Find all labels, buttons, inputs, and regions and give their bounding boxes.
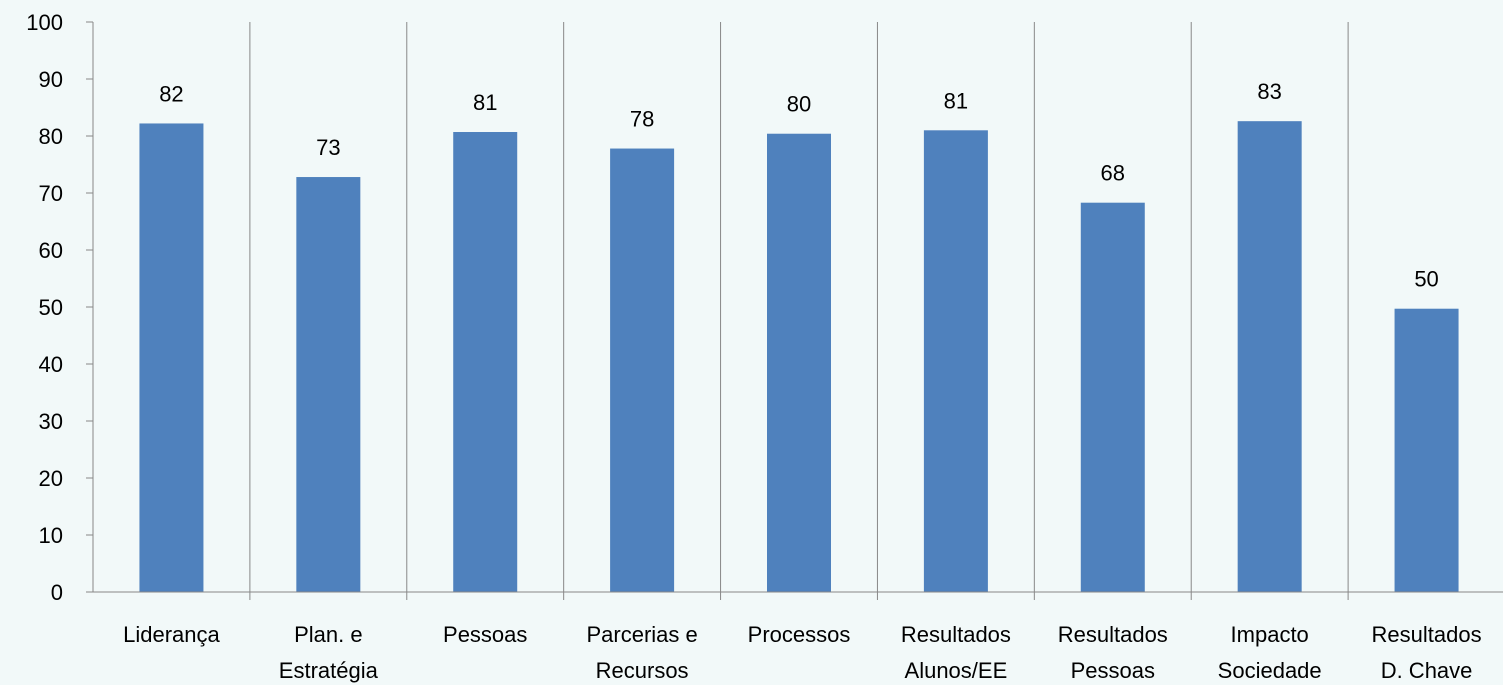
bar: [923, 130, 988, 593]
x-tick-label-line: Resultados: [1372, 622, 1482, 647]
bar: [139, 123, 204, 593]
y-tick-label: 90: [39, 67, 63, 92]
y-tick-label: 50: [39, 295, 63, 320]
y-tick-label: 100: [26, 10, 63, 35]
data-label: 81: [473, 90, 497, 115]
x-tick-label: Resultados Pessoas: [1058, 622, 1168, 683]
x-tick-label: Impacto Sociedade: [1218, 622, 1322, 683]
x-tick-label: Plan. e Estratégia: [279, 622, 379, 683]
bar: [610, 148, 675, 593]
y-tick-label: 40: [39, 352, 63, 377]
x-tick-label-line: Parcerias e: [586, 622, 697, 647]
y-tick-label: 70: [39, 181, 63, 206]
y-axis-ticks: 0 10 20 30 40 50 60 70 80 90 100: [26, 10, 93, 605]
x-tick-label-line: Impacto: [1231, 622, 1309, 647]
y-tick-label: 0: [51, 580, 63, 605]
data-label: 82: [159, 81, 183, 106]
x-tick-label: Pessoas: [443, 622, 527, 647]
x-tick-label-line: Resultados: [901, 622, 1011, 647]
x-tick-label-line: Estratégia: [279, 658, 379, 683]
x-tick-label: Parcerias e Recursos: [586, 622, 697, 683]
x-tick-label-line: Processos: [748, 622, 851, 647]
x-tick-label: Resultados Alunos/EE: [901, 622, 1011, 683]
x-tick-label-line: Pessoas: [443, 622, 527, 647]
bar: [1394, 308, 1459, 592]
y-tick-label: 80: [39, 124, 63, 149]
x-tick-label-line: Sociedade: [1218, 658, 1322, 683]
y-tick-label: 10: [39, 523, 63, 548]
y-tick-label: 20: [39, 466, 63, 491]
x-tick-label: Processos: [748, 622, 851, 647]
x-tick-label-line: Plan. e: [294, 622, 363, 647]
bar: [1080, 202, 1145, 592]
grid-lines: [249, 22, 1349, 600]
y-tick-label: 60: [39, 238, 63, 263]
x-tick-label: Liderança: [123, 622, 220, 647]
x-axis-labels: Liderança Plan. e Estratégia Pessoas Parceri…: [123, 622, 1481, 683]
x-tick-label-line: Alunos/EE: [905, 658, 1008, 683]
x-tick-label: Resultados D. Chave: [1372, 622, 1482, 683]
x-tick-label-line: Resultados: [1058, 622, 1168, 647]
x-tick-label-line: Pessoas: [1071, 658, 1155, 683]
bar: [296, 177, 361, 593]
bar: [453, 132, 518, 592]
data-label: 50: [1414, 267, 1438, 292]
data-label: 81: [944, 88, 968, 113]
bars: [139, 121, 1459, 593]
bar: [767, 133, 831, 592]
data-label: 73: [316, 135, 340, 160]
x-tick-label-line: Liderança: [123, 622, 220, 647]
y-tick-label: 30: [39, 409, 63, 434]
x-tick-label-line: D. Chave: [1381, 658, 1473, 683]
bar: [1237, 121, 1302, 593]
data-label: 83: [1257, 79, 1281, 104]
x-tick-label-line: Recursos: [596, 658, 689, 683]
data-label: 68: [1101, 161, 1125, 186]
data-label: 78: [630, 107, 654, 132]
data-labels: 82 73 81 78 80 81 68 83 50: [159, 79, 1439, 292]
data-label: 80: [787, 92, 811, 117]
